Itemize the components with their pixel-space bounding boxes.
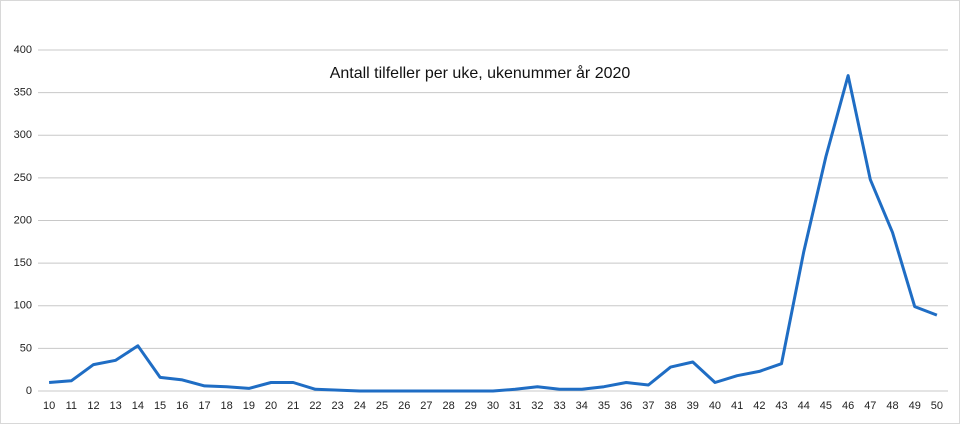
x-tick-label: 31 xyxy=(509,400,521,412)
y-tick-label: 350 xyxy=(14,87,32,99)
x-tick-label: 20 xyxy=(265,400,277,412)
x-tick-label: 23 xyxy=(332,400,344,412)
data-line xyxy=(48,74,938,393)
x-tick-label: 25 xyxy=(376,400,388,412)
y-tick-label: 100 xyxy=(14,300,32,312)
y-tick-label: 200 xyxy=(14,214,32,226)
x-tick-label: 50 xyxy=(931,400,943,412)
x-tick-label: 48 xyxy=(886,400,898,412)
x-tick-label: 42 xyxy=(753,400,765,412)
x-tick-label: 11 xyxy=(66,400,77,412)
x-tick-label: 49 xyxy=(909,400,921,412)
y-tick-label: 150 xyxy=(14,257,32,269)
x-tick-label: 29 xyxy=(465,400,477,412)
x-tick-label: 17 xyxy=(198,400,210,412)
x-tick-label: 35 xyxy=(598,400,610,412)
x-tick-label: 18 xyxy=(221,400,233,412)
x-tick-label: 24 xyxy=(354,400,366,412)
x-tick-label: 37 xyxy=(642,400,654,412)
x-tick-label: 39 xyxy=(687,400,699,412)
x-tick-label: 43 xyxy=(775,400,787,412)
y-tick-label: 0 xyxy=(26,385,32,397)
x-tick-label: 45 xyxy=(820,400,832,412)
x-tick-label: 14 xyxy=(132,400,144,412)
x-tick-label: 33 xyxy=(553,400,565,412)
x-tick-label: 47 xyxy=(864,400,876,412)
x-tick-label: 30 xyxy=(487,400,499,412)
x-tick-label: 19 xyxy=(243,400,255,412)
x-tick-label: 46 xyxy=(842,400,854,412)
x-tick-label: 16 xyxy=(176,400,188,412)
y-tick-label: 250 xyxy=(14,172,32,184)
y-tick-label: 300 xyxy=(14,129,32,141)
x-tick-label: 34 xyxy=(576,400,588,412)
x-tick-label: 27 xyxy=(420,400,432,412)
x-tick-label: 13 xyxy=(110,400,122,412)
y-tick-label: 50 xyxy=(20,342,32,354)
x-tick-label: 10 xyxy=(43,400,55,412)
chart-title: Antall tilfeller per uke, ukenummer år 2… xyxy=(330,64,631,82)
x-tick-label: 15 xyxy=(154,400,166,412)
x-tick-label: 28 xyxy=(442,400,454,412)
x-tick-label: 22 xyxy=(309,400,321,412)
x-tick-label: 26 xyxy=(398,400,410,412)
x-tick-label: 12 xyxy=(87,400,99,412)
x-tick-label: 40 xyxy=(709,400,721,412)
x-tick-label: 32 xyxy=(531,400,543,412)
x-tick-label: 44 xyxy=(798,400,810,412)
x-tick-label: 38 xyxy=(664,400,676,412)
x-tick-label: 41 xyxy=(731,400,743,412)
x-tick-label: 36 xyxy=(620,400,632,412)
y-tick-label: 400 xyxy=(14,44,32,56)
x-tick-label: 21 xyxy=(287,400,299,412)
